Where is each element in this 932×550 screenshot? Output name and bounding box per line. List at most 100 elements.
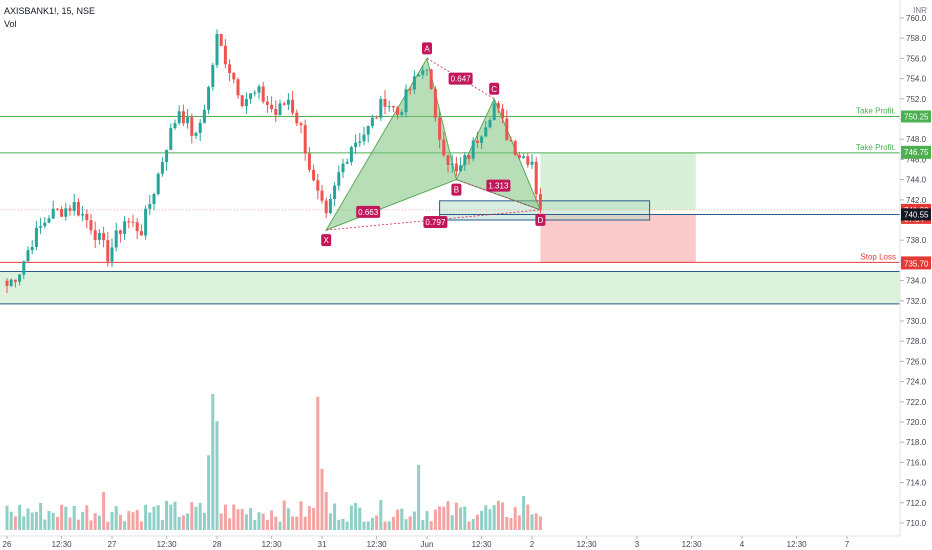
price-tick-label: 718.0 (906, 438, 927, 447)
volume-label[interactable]: Vol (4, 19, 17, 29)
volume-bar (156, 505, 160, 530)
candle-body (198, 122, 202, 133)
ratio-label: 0.663 (358, 208, 379, 217)
candle-body (232, 72, 236, 80)
volume-bar (236, 509, 240, 530)
candle-body (156, 173, 160, 195)
candle-body (417, 74, 421, 77)
candle-body (442, 139, 446, 156)
volume-bar (257, 512, 261, 530)
candle-body (274, 108, 278, 115)
volume-bar (215, 421, 219, 530)
candles (5, 29, 542, 293)
volume-bar (513, 507, 517, 530)
symbol-title[interactable]: AXISBANK1!, 15, NSE (4, 6, 96, 16)
candle-body (450, 163, 454, 165)
volume-bar (186, 513, 190, 530)
volume-bar (93, 513, 97, 530)
time-tick-label: 12:30 (787, 540, 808, 549)
volume-bar (207, 455, 211, 530)
candle-body (295, 112, 299, 124)
price-tick-label: 760.0 (906, 14, 927, 23)
volume-bar (324, 491, 328, 530)
candle-body (408, 89, 412, 91)
price-tick-label: 722.0 (906, 398, 927, 407)
candle-body (396, 107, 400, 115)
candle-body (354, 142, 358, 148)
volume-bar (97, 515, 101, 530)
candle-body (89, 220, 93, 231)
demand-zone (0, 271, 900, 304)
price-tick-label: 714.0 (906, 479, 927, 488)
candle-body (81, 213, 85, 216)
price-tag-text: 735.70 (904, 259, 929, 268)
volume-bar (43, 519, 47, 530)
candle-body (324, 200, 328, 214)
candle-body (85, 213, 89, 221)
volume-bar (501, 502, 505, 530)
volume-bar (354, 502, 358, 530)
candle-body (249, 93, 253, 99)
candle-body (463, 155, 467, 166)
volume-bar (425, 511, 429, 530)
stop-loss-label: Stop Loss (860, 252, 896, 261)
candle-body (127, 221, 131, 223)
candle-body (39, 226, 43, 228)
price-tick-label: 738.0 (906, 236, 927, 245)
candle-body (534, 161, 538, 195)
volume-bar (181, 515, 185, 530)
volume-bar (450, 515, 454, 530)
candle-body (341, 163, 345, 173)
candle-body (522, 156, 526, 158)
price-axis[interactable]: INR 710.0 712.0 714.0 716.0 718.0 720.0 722.0 72… (899, 0, 931, 536)
candle-body (358, 141, 362, 143)
time-axis[interactable]: 26 12:30 27 12:30 28 12:30 31 12:30 Jun 12:30 2 12:… (0, 535, 900, 549)
currency-label: INR (913, 6, 927, 15)
candle-body (207, 87, 211, 110)
volume-bar (55, 516, 59, 530)
volume-bar (190, 502, 194, 530)
price-tag (901, 145, 931, 158)
volume-bar (471, 519, 475, 530)
candle-body (333, 185, 337, 200)
candle-body (459, 165, 463, 172)
candle-body (265, 101, 269, 105)
volume-bar (123, 521, 127, 530)
volume-bar (375, 515, 379, 530)
volume-bar (110, 512, 114, 530)
volume-bar (534, 513, 538, 530)
candle-body (181, 111, 185, 124)
candle-body (68, 208, 72, 211)
volume-bar (68, 517, 72, 530)
volume-bar (114, 506, 118, 530)
price-tag (901, 257, 931, 270)
candle-body (240, 95, 244, 107)
level-price-tag (901, 110, 931, 123)
candle-body (312, 169, 316, 181)
harmonic-pattern[interactable] (325, 57, 542, 232)
volume-bar (488, 509, 492, 530)
time-tick-label: 28 (213, 540, 222, 549)
candle-body (22, 261, 26, 275)
candle-body (139, 231, 143, 236)
volume-bar (492, 505, 496, 530)
candle-body (282, 103, 286, 105)
candle-body (244, 98, 248, 107)
candle-body (43, 222, 47, 227)
volume-bar (358, 507, 362, 530)
volume-bar (320, 468, 324, 530)
volume-bar (463, 506, 467, 530)
volume-bar (152, 506, 156, 530)
candle-body (484, 127, 488, 137)
volume-bar (160, 520, 164, 530)
candle-body (501, 108, 505, 119)
candle-body (106, 240, 110, 262)
volume-bar (127, 511, 131, 530)
candle-body (148, 204, 152, 209)
candle-body (538, 194, 542, 210)
volume-bar (5, 505, 9, 530)
candle-body (76, 202, 80, 216)
candle-body (307, 153, 311, 170)
volume-bar (484, 505, 488, 530)
